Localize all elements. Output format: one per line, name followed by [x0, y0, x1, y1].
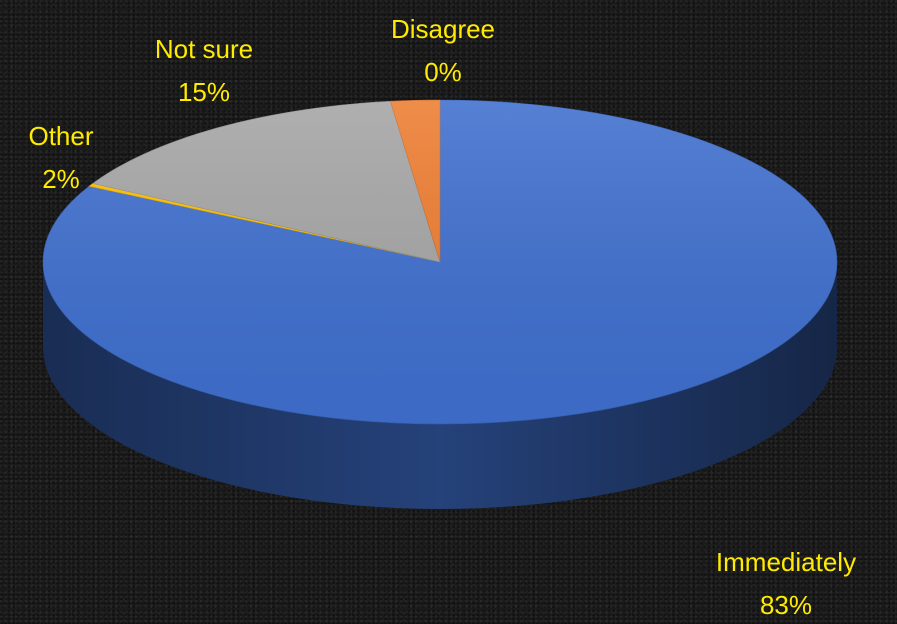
- pie-top-layer: [42, 99, 838, 425]
- label-other-name: Other: [28, 121, 93, 151]
- label-disagree-value: 0%: [424, 57, 462, 87]
- label-not-sure-name: Not sure: [155, 34, 253, 64]
- label-immediately-value: 83%: [760, 590, 812, 620]
- pie-side-layer: [43, 262, 837, 509]
- slice-side-shade-immediately: [43, 262, 837, 509]
- label-not-sure-value: 15%: [178, 77, 230, 107]
- label-other-value: 2%: [42, 164, 80, 194]
- label-immediately-name: Immediately: [716, 547, 856, 577]
- pie-label-layer: Immediately 83% Disagree 0% Not sure 15%…: [28, 14, 856, 620]
- label-disagree-name: Disagree: [391, 14, 495, 44]
- pie-top-highlight: [43, 100, 837, 424]
